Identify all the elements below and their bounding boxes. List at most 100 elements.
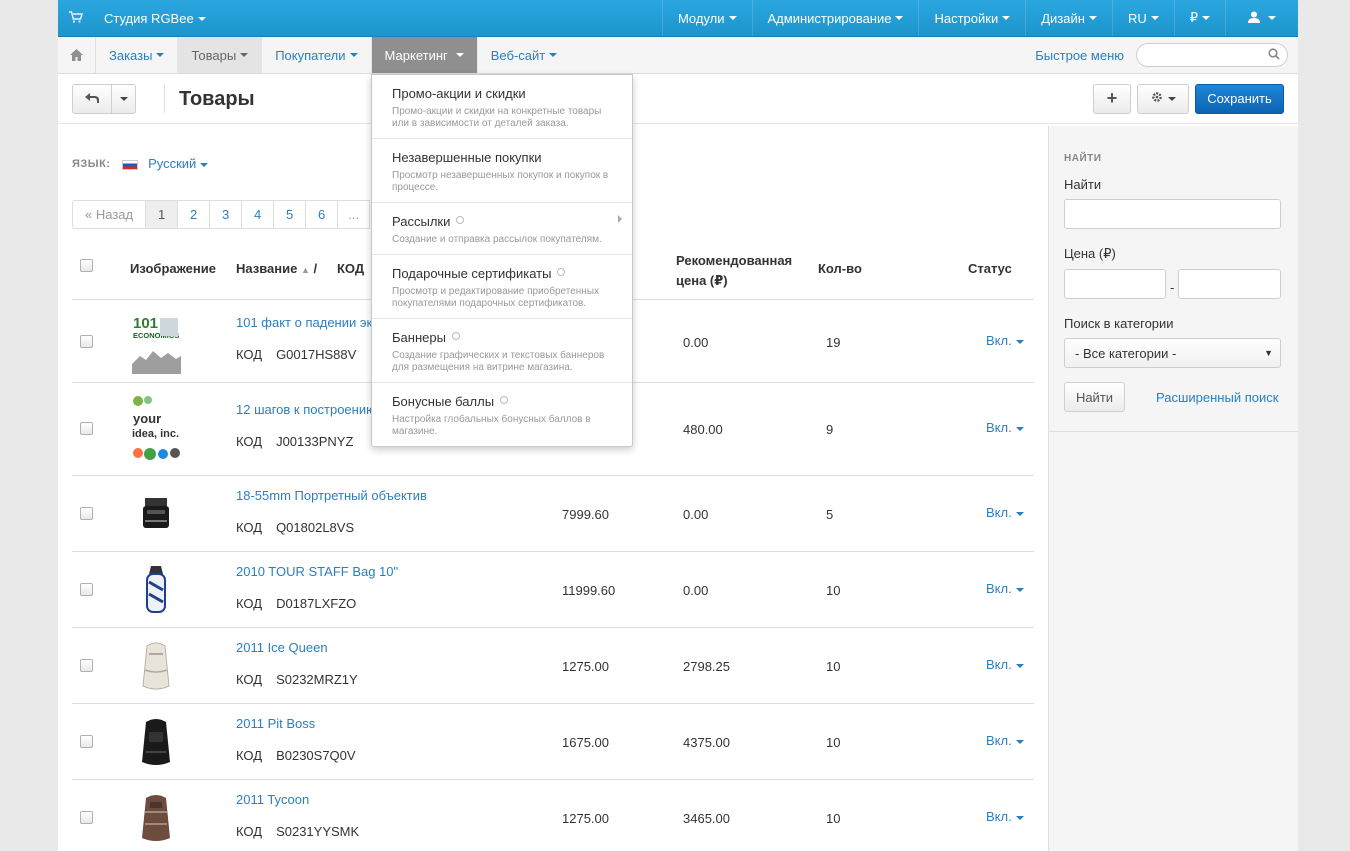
status-dropdown[interactable]: Вкл. xyxy=(986,809,1024,824)
product-name-link[interactable]: 101 факт о падении эк xyxy=(236,315,373,330)
find-button[interactable]: Найти xyxy=(1064,382,1125,412)
row-checkbox[interactable] xyxy=(80,659,93,672)
menu-design[interactable]: Дизайн xyxy=(1025,0,1112,36)
quantity[interactable]: 10 xyxy=(826,583,841,598)
page-4[interactable]: 4 xyxy=(242,200,275,229)
store-selector[interactable]: Студия RGBee xyxy=(94,11,206,26)
price[interactable]: 1275.00 xyxy=(562,811,609,826)
find-input[interactable] xyxy=(1064,199,1281,229)
product-name-link[interactable]: 2010 TOUR STAFF Bag 10" xyxy=(236,564,399,579)
page-1[interactable]: 1 xyxy=(146,200,179,229)
rec-price[interactable]: 0.00 xyxy=(683,335,709,350)
status-dropdown[interactable]: Вкл. xyxy=(986,733,1024,748)
quantity[interactable]: 10 xyxy=(826,735,841,750)
col-status[interactable]: Статус xyxy=(968,261,1012,276)
settings-button[interactable] xyxy=(1137,83,1189,114)
product-thumbnail[interactable] xyxy=(128,640,184,692)
save-button[interactable]: Сохранить xyxy=(1195,83,1284,114)
menu-modules[interactable]: Модули xyxy=(661,0,752,36)
prev-page-button[interactable]: « Назад xyxy=(72,200,147,229)
home-icon[interactable] xyxy=(58,37,96,73)
select-all-checkbox[interactable] xyxy=(80,259,93,272)
col-code[interactable]: КОД xyxy=(337,261,365,276)
back-dropdown-button[interactable] xyxy=(112,83,136,114)
nav-orders[interactable]: Заказы xyxy=(96,37,179,73)
col-rec-price[interactable]: Рекомендованная цена (₽) xyxy=(676,251,792,291)
price[interactable]: 11999.60 xyxy=(562,583,616,598)
nav-products[interactable]: Товары xyxy=(178,37,263,73)
menu-item-reward-points[interactable]: Бонусные баллы Настройка глобальных бону… xyxy=(372,383,632,446)
quantity[interactable]: 10 xyxy=(826,811,841,826)
product-name-link[interactable]: 12 шагов к построению xyxy=(236,402,376,417)
product-thumbnail[interactable] xyxy=(128,564,184,616)
nav-customers[interactable]: Покупатели xyxy=(262,37,372,73)
col-name[interactable]: Название ▲ / xyxy=(236,261,317,276)
menu-item-abandoned-carts[interactable]: Незавершенные покупки Просмотр незаверше… xyxy=(372,139,632,203)
row-checkbox[interactable] xyxy=(80,507,93,520)
product-thumbnail[interactable]: your idea, inc. xyxy=(128,393,184,465)
page-3[interactable]: 3 xyxy=(210,200,243,229)
price[interactable]: 1675.00 xyxy=(562,735,609,750)
user-menu[interactable] xyxy=(1225,0,1298,36)
back-button[interactable] xyxy=(72,83,112,114)
menu-item-newsletters[interactable]: Рассылки Создание и отправка рассылок по… xyxy=(372,203,632,255)
quantity[interactable]: 9 xyxy=(826,422,834,437)
status-dropdown[interactable]: Вкл. xyxy=(986,657,1024,672)
table-row: 2011 Tycoon КОД S0231YYSMK 1275.00 3465.0… xyxy=(72,780,1034,851)
row-checkbox[interactable] xyxy=(80,583,93,596)
cart-icon[interactable] xyxy=(58,10,94,26)
advanced-search-link[interactable]: Расширенный поиск xyxy=(1156,390,1279,405)
page-5[interactable]: 5 xyxy=(274,200,307,229)
product-name-link[interactable]: 2011 Ice Queen xyxy=(236,640,328,655)
quantity[interactable]: 19 xyxy=(826,335,841,350)
status-dropdown[interactable]: Вкл. xyxy=(986,420,1024,435)
product-thumbnail[interactable] xyxy=(128,716,184,768)
search-icon[interactable] xyxy=(1268,48,1280,63)
page-2[interactable]: 2 xyxy=(178,200,211,229)
rec-price[interactable]: 2798.25 xyxy=(683,659,730,674)
row-checkbox[interactable] xyxy=(80,735,93,748)
rec-price[interactable]: 480.00 xyxy=(683,422,723,437)
status-dropdown[interactable]: Вкл. xyxy=(986,333,1024,348)
price[interactable]: 7999.60 xyxy=(562,507,609,522)
product-name-link[interactable]: 2011 Tycoon xyxy=(236,792,310,807)
product-thumbnail[interactable] xyxy=(128,496,184,532)
price-from-input[interactable] xyxy=(1064,269,1166,299)
category-select[interactable]: - Все категории - ▼ xyxy=(1064,338,1281,368)
rec-price[interactable]: 3465.00 xyxy=(683,811,730,826)
rec-price[interactable]: 0.00 xyxy=(683,507,709,522)
product-name-link[interactable]: 18-55mm Портретный объектив xyxy=(236,488,427,503)
nav-marketing[interactable]: Маркетинг xyxy=(371,37,478,73)
search-input[interactable] xyxy=(1136,43,1288,67)
product-thumbnail[interactable] xyxy=(128,792,184,844)
menu-item-promotions[interactable]: Промо-акции и скидки Промо-акции и скидк… xyxy=(372,75,632,139)
rec-price[interactable]: 4375.00 xyxy=(683,735,730,750)
rec-price[interactable]: 0.00 xyxy=(683,583,709,598)
menu-item-title: Промо-акции и скидки xyxy=(392,86,526,101)
quantity[interactable]: 5 xyxy=(826,507,834,522)
search-sidebar: НАЙТИ Найти Цена (₽) - Поиск в категории… xyxy=(1048,126,1298,851)
row-checkbox[interactable] xyxy=(80,811,93,824)
product-thumbnail[interactable]: 101 ECONOMICS xyxy=(128,314,184,374)
status-dropdown[interactable]: Вкл. xyxy=(986,505,1024,520)
page-ellipsis[interactable]: ... xyxy=(338,200,371,229)
language-menu[interactable]: RU xyxy=(1111,0,1174,36)
menu-settings[interactable]: Настройки xyxy=(918,0,1025,36)
language-switch[interactable]: Русский xyxy=(122,156,209,171)
menu-administration[interactable]: Администрирование xyxy=(751,0,919,36)
nav-website[interactable]: Веб-сайт xyxy=(478,37,570,73)
price-to-input[interactable] xyxy=(1178,269,1281,299)
quick-menu-link[interactable]: Быстрое меню xyxy=(1035,47,1124,63)
quantity[interactable]: 10 xyxy=(826,659,841,674)
row-checkbox[interactable] xyxy=(80,335,93,348)
menu-item-banners[interactable]: Баннеры Создание графических и текстовых… xyxy=(372,319,632,383)
add-product-button[interactable]: + xyxy=(1093,83,1131,114)
row-checkbox[interactable] xyxy=(80,422,93,435)
col-qty[interactable]: Кол-во xyxy=(818,261,862,276)
product-name-link[interactable]: 2011 Pit Boss xyxy=(236,716,316,731)
page-6[interactable]: 6 xyxy=(306,200,339,229)
menu-item-gift-certificates[interactable]: Подарочные сертификаты Просмотр и редакт… xyxy=(372,255,632,319)
price[interactable]: 1275.00 xyxy=(562,659,609,674)
currency-menu[interactable]: ₽ xyxy=(1173,0,1225,36)
status-dropdown[interactable]: Вкл. xyxy=(986,581,1024,596)
